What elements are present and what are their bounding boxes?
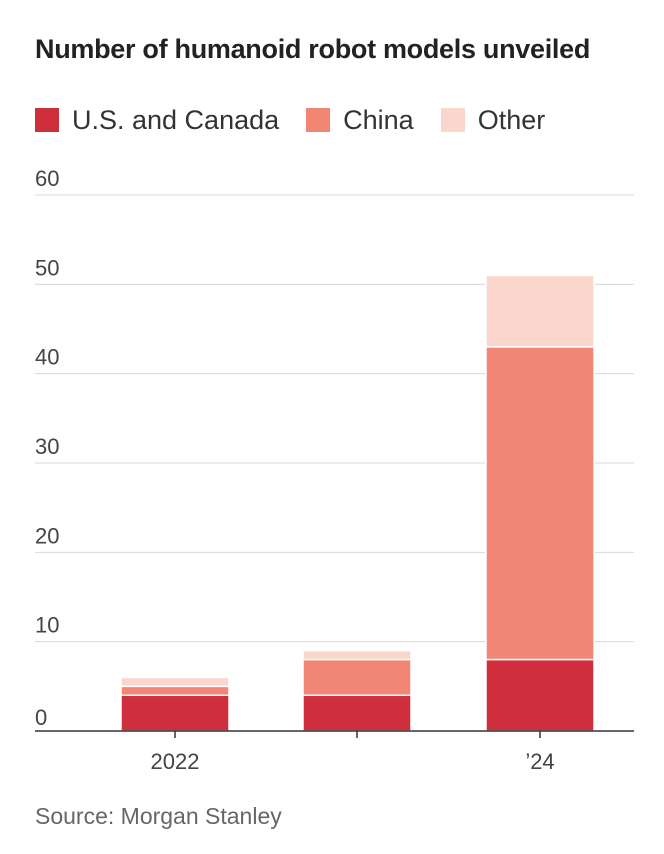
bar-segment-3-u-s-and-canada	[485, 658, 595, 732]
y-tick-label-0: 0	[35, 705, 47, 730]
bar-segment-2-china	[302, 658, 412, 697]
legend: U.S. and Canada China Other	[35, 100, 572, 140]
source-note: Source: Morgan Stanley	[35, 803, 282, 829]
x-tick-label-1: 2022	[151, 749, 200, 774]
y-tick-label-20: 20	[35, 523, 59, 548]
legend-swatch-other	[440, 108, 465, 132]
legend-label-china: China	[343, 104, 414, 135]
chart-title: Number of humanoid robot models unveiled	[35, 34, 591, 64]
bar-segment-1-other	[120, 676, 230, 688]
y-tick-label-30: 30	[35, 434, 59, 459]
legend-label-other: Other	[477, 104, 546, 135]
bar-segment-2-other	[302, 649, 412, 661]
legend-swatch-china	[306, 108, 331, 132]
y-tick-label-50: 50	[35, 255, 59, 280]
legend-item-other: Other	[440, 104, 546, 136]
legend-item-us-canada: U.S. and Canada	[35, 105, 279, 136]
bar-segment-3-china	[485, 346, 595, 661]
y-tick-label-10: 10	[35, 613, 59, 638]
bar-segment-2-u-s-and-canada	[302, 694, 412, 732]
y-tick-label-40: 40	[35, 345, 59, 370]
bar-segment-1-china	[120, 685, 230, 697]
y-tick-label-60: 60	[35, 166, 59, 191]
legend-label-us-canada: U.S. and Canada	[72, 104, 280, 135]
stacked-bar-chart: 0 10 20 30 40 50 60 2022 ’24	[35, 166, 634, 774]
bar-segment-1-u-s-and-canada	[120, 694, 230, 732]
legend-item-china: China	[306, 105, 414, 136]
x-tick-label-3: ’24	[525, 749, 554, 774]
bar-segment-3-other	[485, 274, 595, 348]
legend-swatch-us-canada	[35, 108, 59, 132]
